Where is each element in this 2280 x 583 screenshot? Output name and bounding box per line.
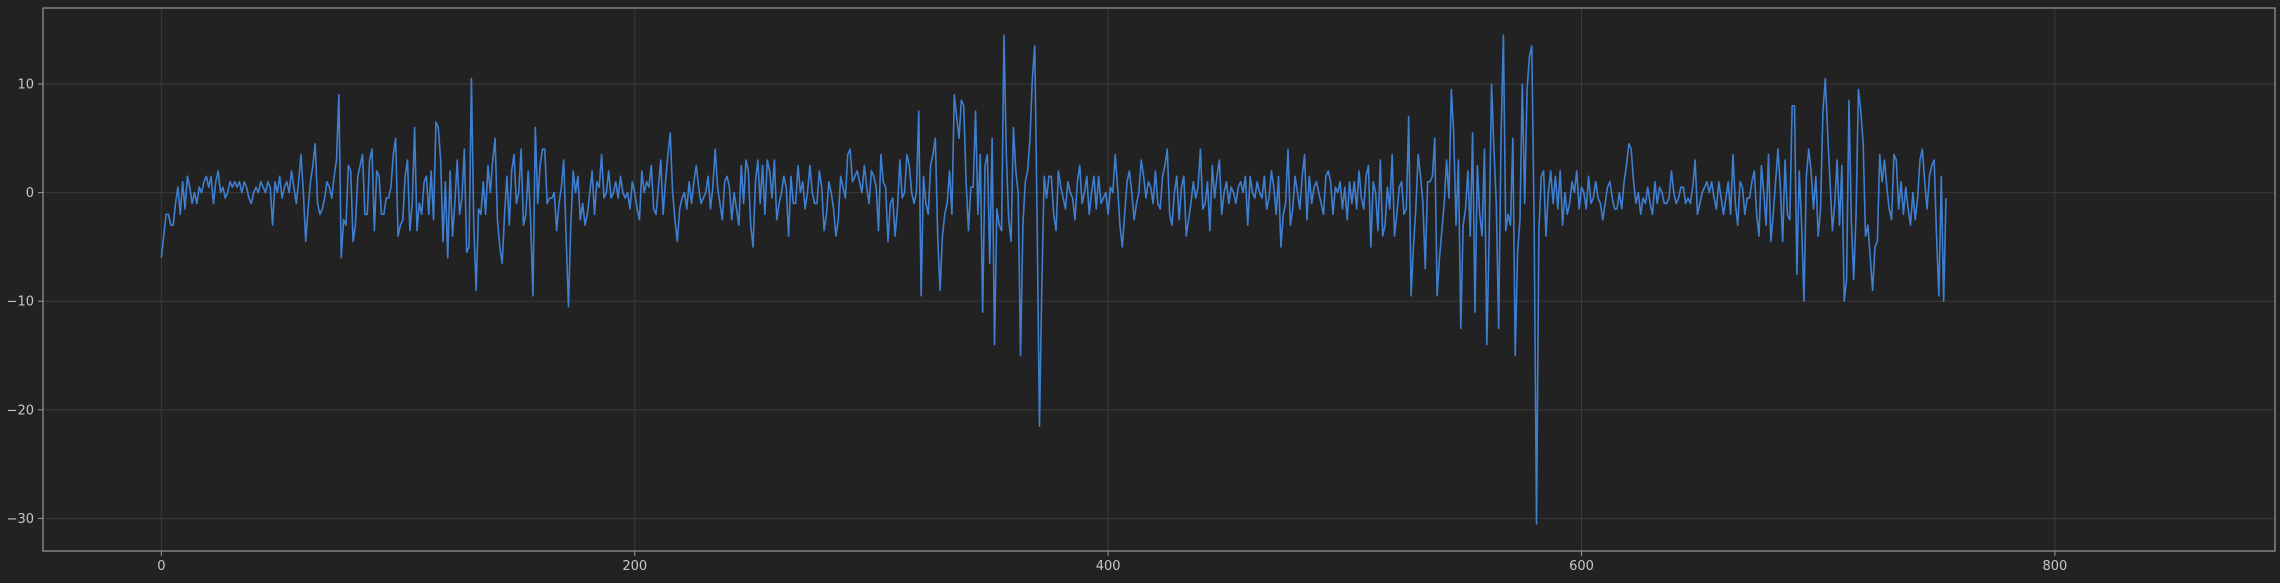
y-tick-label: 10 [17, 78, 34, 93]
x-axis-ticks: 0 200 400 600 800 [157, 551, 2067, 574]
grid-lines [43, 8, 2275, 551]
x-tick-label: 600 [1569, 559, 1594, 574]
y-tick-label: −10 [7, 295, 34, 310]
y-axis-ticks: 10 0 −10 −20 −30 [7, 78, 43, 527]
y-tick-label: −20 [7, 403, 34, 418]
x-tick-label: 0 [157, 559, 165, 574]
y-tick-label: 0 [26, 186, 34, 201]
x-tick-label: 800 [2042, 559, 2067, 574]
x-tick-label: 200 [622, 559, 647, 574]
series-line-0 [160, 34, 1947, 525]
y-tick-label: −30 [7, 512, 34, 527]
plot-frame [42, 7, 2276, 552]
x-tick-label: 400 [1096, 559, 1121, 574]
series-layer [160, 34, 1947, 525]
